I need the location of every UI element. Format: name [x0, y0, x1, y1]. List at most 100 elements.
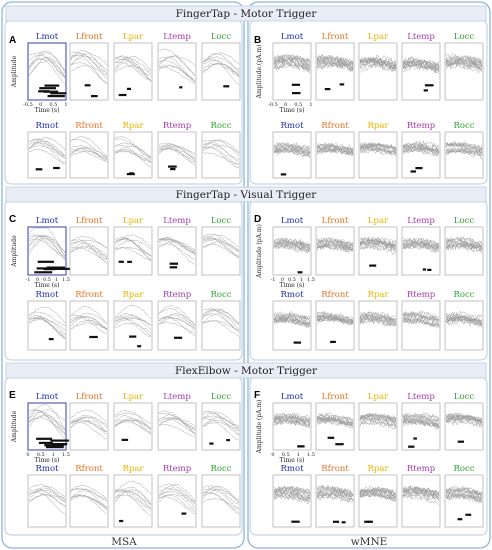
panel-wmne-D-Lmot-trace — [273, 241, 311, 249]
panel-wmne-D-Rfront-trace — [316, 315, 354, 326]
panel-msa-C-Rtemp-trace — [158, 318, 196, 331]
panel-msa-A-Rtemp — [157, 131, 197, 179]
region-label-msa-Lpar: Lpar — [123, 392, 144, 402]
wmne-frame — [247, 1, 491, 549]
panel-msa-A-Ltemp-trace — [158, 64, 196, 80]
tick-label: -0.5 — [268, 102, 278, 108]
panel-msa-E-Lmot — [27, 402, 69, 451]
ylabel-wmne-D: Amplitude (pA.m) — [256, 224, 263, 279]
region-label-wmne-Rfront: Rfront — [321, 290, 349, 300]
panel-msa-C-Rtemp-trace — [158, 321, 196, 334]
region-label-msa-Rocc: Rocc — [210, 290, 231, 300]
panel-msa-E-Rmot-frame — [27, 474, 67, 528]
panel-msa-E-Locc-frame — [201, 402, 241, 451]
tick-label: 0 — [271, 452, 274, 458]
section-1-banner — [5, 5, 487, 22]
panel-msa-C-Lfront-trace — [70, 247, 108, 258]
panel-letter-D: D — [254, 214, 261, 225]
xlabel-msa: Time (s) — [35, 107, 60, 114]
panel-msa-E-Locc-sig-bar — [209, 442, 214, 445]
panel-wmne-F-Rocc-trace — [445, 487, 483, 496]
panel-msa-A-Locc — [201, 42, 241, 101]
panel-wmne-D-Ltemp-trace — [403, 240, 440, 247]
panel-msa-A-Ltemp-trace — [158, 55, 196, 66]
panel-msa-C-Lmot-trace — [28, 235, 66, 260]
panel-msa-C-Rpar-sig-bar — [137, 345, 142, 348]
panel-msa-E-Lfront-trace — [71, 416, 108, 426]
panel-msa-C-Rocc-trace — [202, 319, 240, 331]
panel-msa-A-Lmot-sig-bar — [39, 87, 56, 90]
panel-msa-A-Lmot-trace — [28, 51, 66, 71]
panel-wmne-B-Rocc-trace — [445, 147, 483, 156]
panel-msa-C-Lpar — [113, 226, 153, 276]
panel-msa-E-Rocc-trace — [202, 492, 240, 515]
panel-msa-E-Lmot-sig-bar — [38, 441, 53, 444]
panel-msa-C-Rpar-trace — [114, 317, 152, 326]
panel-msa-A-Lpar-trace — [115, 65, 152, 75]
panel-wmne-B-Lpar-trace — [359, 58, 397, 68]
panel-wmne-F-Ltemp-trace — [402, 415, 440, 422]
panel-msa-C-Lfront-trace — [70, 239, 108, 248]
panel-wmne-D-Locc — [444, 226, 484, 276]
panel-wmne-B-Rtemp-trace — [402, 141, 440, 149]
panel-msa-C-Lmot-trace — [28, 227, 66, 257]
panel-wmne-F-Locc-trace — [445, 413, 483, 422]
panel-msa-E-Lfront-trace — [70, 416, 108, 433]
panel-wmne-B-Lmot-trace — [274, 56, 311, 66]
xlabel-msa: Time (s) — [35, 282, 60, 289]
panel-msa-C-Lmot-trace — [28, 234, 66, 258]
panel-wmne-B-Lfront-trace — [316, 56, 354, 68]
panel-wmne-B-Rmot-trace — [273, 141, 311, 150]
panel-msa-A-Lfront-frame — [69, 42, 109, 101]
panel-msa-E-Rmot-trace — [28, 490, 66, 500]
panel-msa-E-Rtemp-trace — [158, 488, 196, 508]
panel-wmne-F-Ltemp-trace — [402, 414, 440, 423]
panel-msa-E-Lmot-trace — [28, 413, 66, 431]
ylabel-msa-A: Amplitude — [11, 55, 18, 88]
panels-layer: A B Lmot Lmot Lfront Lfront Lpar Lpar Ltemp Ltemp… — [9, 32, 484, 528]
panel-msa-A-Lfront-trace — [70, 49, 108, 75]
panel-wmne-B-Locc-trace — [445, 61, 483, 74]
panel-wmne-B-Rocc-frame — [444, 131, 484, 179]
panel-msa-C-Rpar-trace — [114, 317, 152, 326]
panel-msa-C-Rpar-trace — [114, 315, 152, 326]
panel-msa-E-Locc-trace — [202, 421, 240, 432]
tick-label: 1 — [55, 277, 58, 283]
region-label-wmne-Lfront: Lfront — [322, 392, 349, 402]
panel-wmne-F-Rocc-sig-bar — [465, 513, 472, 516]
panel-msa-C-Rmot-trace — [28, 317, 66, 339]
region-label-wmne-Lmot: Lmot — [281, 392, 304, 402]
panel-msa-E-Rpar-trace — [114, 488, 152, 508]
panel-msa-A-Rocc-frame — [201, 131, 241, 179]
panel-msa-C-Rfront — [69, 300, 109, 351]
xlabel-wmne: Time (s) — [280, 107, 305, 114]
panel-wmne-D-Rpar — [358, 300, 398, 351]
panel-wmne-B-Lfront-sig-bar — [324, 88, 331, 91]
panel-msa-A-Lfront-trace — [70, 51, 108, 74]
tick-label: 0.5 — [37, 452, 45, 458]
region-label-wmne-Lfront: Lfront — [322, 32, 349, 42]
panel-wmne-D-Locc-trace — [445, 236, 483, 245]
panel-msa-C-Rmot-trace — [28, 306, 66, 324]
panel-wmne-F-Rpar-trace — [359, 491, 397, 499]
panel-wmne-B-Ltemp-trace — [402, 56, 440, 67]
panel-msa-A-Rpar-trace — [114, 142, 152, 157]
panel-wmne-F-Rmot-sig-bar — [291, 520, 300, 523]
region-label-msa-Rmot: Rmot — [36, 121, 60, 131]
panel-msa-E-Rtemp-trace — [158, 483, 196, 502]
panel-msa-A-Lpar-trace — [114, 60, 152, 82]
panel-wmne-B-Rtemp-trace — [402, 146, 440, 154]
panel-msa-A-Locc-trace — [202, 58, 240, 75]
panel-wmne-D-Ltemp-frame — [401, 226, 441, 276]
panel-msa-E-Locc-trace — [202, 418, 240, 441]
panel-msa-C-Rtemp-sig-bar — [174, 336, 183, 339]
panel-msa-C-Lpar-trace — [114, 239, 152, 249]
panel-wmne-D-Lfront — [315, 226, 355, 276]
panel-msa-E-Ltemp-trace — [158, 417, 196, 426]
panel-wmne-F-Rocc-trace — [445, 492, 483, 503]
panel-wmne-D-Rmot-trace — [273, 317, 311, 328]
region-label-wmne-Ltemp: Ltemp — [407, 216, 435, 226]
region-label-msa-Rpar: Rpar — [123, 121, 145, 131]
panel-wmne-F-Rfront-trace — [316, 491, 354, 500]
panel-msa-E-Rocc-trace — [202, 485, 240, 501]
